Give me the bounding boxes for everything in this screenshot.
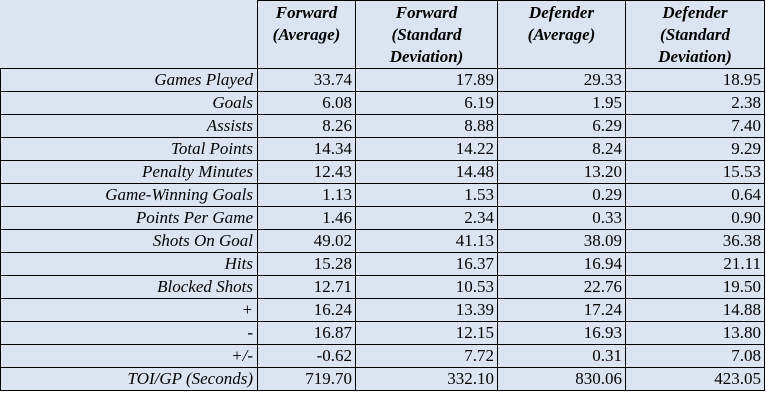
column-header: Forward (Standard Deviation) — [355, 0, 498, 69]
value-cell: 16.87 — [257, 321, 356, 345]
value-cell: 36.38 — [625, 229, 765, 253]
value-cell: 8.24 — [497, 137, 626, 161]
value-cell: 16.37 — [355, 252, 498, 276]
table-row: Shots On Goal 49.02 41.13 38.09 36.38 — [0, 229, 765, 253]
table-body: Games Played 33.74 17.89 29.33 18.95 Goals 6.0… — [0, 68, 765, 391]
value-cell: 15.28 — [257, 252, 356, 276]
row-label: Assists — [0, 114, 258, 138]
value-cell: 2.38 — [625, 91, 765, 115]
row-label: Penalty Minutes — [0, 160, 258, 184]
value-cell: 49.02 — [257, 229, 356, 253]
row-label: + — [0, 298, 258, 322]
value-cell: 17.24 — [497, 298, 626, 322]
value-cell: 8.26 — [257, 114, 356, 138]
value-cell: 38.09 — [497, 229, 626, 253]
row-label: - — [0, 321, 258, 345]
value-cell: 8.88 — [355, 114, 498, 138]
value-cell: 719.70 — [257, 367, 356, 391]
value-cell: 16.94 — [497, 252, 626, 276]
value-cell: 0.33 — [497, 206, 626, 230]
table-row: Penalty Minutes 12.43 14.48 13.20 15.53 — [0, 160, 765, 184]
value-cell: 0.90 — [625, 206, 765, 230]
value-cell: 10.53 — [355, 275, 498, 299]
column-header: Defender (Standard Deviation) — [625, 0, 765, 69]
table-row: Hits 15.28 16.37 16.94 21.11 — [0, 252, 765, 276]
value-cell: 19.50 — [625, 275, 765, 299]
value-cell: 6.29 — [497, 114, 626, 138]
value-cell: 14.34 — [257, 137, 356, 161]
row-label: Shots On Goal — [0, 229, 258, 253]
value-cell: 7.08 — [625, 344, 765, 368]
value-cell: 13.20 — [497, 160, 626, 184]
value-cell: 9.29 — [625, 137, 765, 161]
value-cell: 12.43 — [257, 160, 356, 184]
value-cell: 15.53 — [625, 160, 765, 184]
table-row: Blocked Shots 12.71 10.53 22.76 19.50 — [0, 275, 765, 299]
value-cell: 0.64 — [625, 183, 765, 207]
value-cell: 14.88 — [625, 298, 765, 322]
value-cell: 0.31 — [497, 344, 626, 368]
value-cell: 13.39 — [355, 298, 498, 322]
table-row: TOI/GP (Seconds) 719.70 332.10 830.06 423.05 — [0, 367, 765, 391]
value-cell: 41.13 — [355, 229, 498, 253]
row-label: Blocked Shots — [0, 275, 258, 299]
row-label: +/- — [0, 344, 258, 368]
stats-table: Forward (Average) Forward (Standard Devi… — [0, 0, 765, 391]
value-cell: 14.48 — [355, 160, 498, 184]
value-cell: 423.05 — [625, 367, 765, 391]
table-row: Goals 6.08 6.19 1.95 2.38 — [0, 91, 765, 115]
value-cell: 2.34 — [355, 206, 498, 230]
value-cell: 33.74 — [257, 68, 356, 92]
value-cell: 1.95 — [497, 91, 626, 115]
value-cell: 13.80 — [625, 321, 765, 345]
value-cell: 7.72 — [355, 344, 498, 368]
table-row: Games Played 33.74 17.89 29.33 18.95 — [0, 68, 765, 92]
table-row: -16.87 12.15 16.93 13.80 — [0, 321, 765, 345]
row-label: Total Points — [0, 137, 258, 161]
row-label: TOI/GP (Seconds) — [0, 367, 258, 391]
value-cell: 29.33 — [497, 68, 626, 92]
value-cell: 830.06 — [497, 367, 626, 391]
value-cell: 21.11 — [625, 252, 765, 276]
value-cell: 17.89 — [355, 68, 498, 92]
value-cell: 332.10 — [355, 367, 498, 391]
row-label: Games Played — [0, 68, 258, 92]
value-cell: 18.95 — [625, 68, 765, 92]
row-label: Game-Winning Goals — [0, 183, 258, 207]
value-cell: 7.40 — [625, 114, 765, 138]
value-cell: 12.71 — [257, 275, 356, 299]
table-row: +16.24 13.39 17.24 14.88 — [0, 298, 765, 322]
table-row: Game-Winning Goals 1.13 1.53 0.29 0.64 — [0, 183, 765, 207]
value-cell: -0.62 — [257, 344, 356, 368]
value-cell: 16.24 — [257, 298, 356, 322]
value-cell: 1.53 — [355, 183, 498, 207]
row-label: Points Per Game — [0, 206, 258, 230]
row-label: Hits — [0, 252, 258, 276]
table-row: Total Points 14.34 14.22 8.24 9.29 — [0, 137, 765, 161]
column-header: Forward (Average) — [257, 0, 356, 69]
value-cell: 22.76 — [497, 275, 626, 299]
value-cell: 6.08 — [257, 91, 356, 115]
value-cell: 12.15 — [355, 321, 498, 345]
value-cell: 1.13 — [257, 183, 356, 207]
value-cell: 6.19 — [355, 91, 498, 115]
table-row: +/- -0.62 7.72 0.31 7.08 — [0, 344, 765, 368]
value-cell: 16.93 — [497, 321, 626, 345]
column-header: Defender (Average) — [497, 0, 626, 69]
value-cell: 0.29 — [497, 183, 626, 207]
row-label: Goals — [0, 91, 258, 115]
table-row: Points Per Game 1.46 2.34 0.33 0.90 — [0, 206, 765, 230]
value-cell: 1.46 — [257, 206, 356, 230]
table-row: Assists 8.26 8.88 6.29 7.40 — [0, 114, 765, 138]
header-row: Forward (Average) Forward (Standard Devi… — [0, 0, 765, 69]
corner-cell — [0, 0, 258, 69]
value-cell: 14.22 — [355, 137, 498, 161]
